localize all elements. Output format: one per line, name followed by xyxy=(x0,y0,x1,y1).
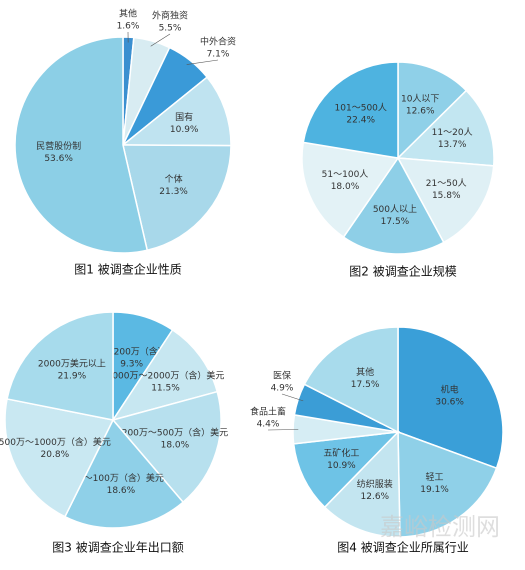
pie-slice xyxy=(63,418,185,529)
slice-value: 53.6% xyxy=(44,154,73,164)
pie-slice xyxy=(292,431,401,509)
slice-value: 10.9% xyxy=(170,125,199,135)
watermark: 嘉峪检测网 xyxy=(380,513,500,541)
slice-label: 51～100人 xyxy=(322,169,369,180)
slice-value: 12.6% xyxy=(361,492,390,502)
slice-label: 轻工 xyxy=(426,471,444,483)
slice-value: 18.0% xyxy=(161,441,190,451)
slice-value: 5.5% xyxy=(159,24,182,34)
slice-value: 17.5% xyxy=(351,380,380,390)
slice-value: 11.5% xyxy=(151,384,180,394)
slice-label: 200万～500万（含）美元 xyxy=(122,427,228,439)
slice-label: 中外合资 xyxy=(200,36,236,48)
slice-label: 500万～1000万（含）美元 xyxy=(0,436,111,448)
slice-label: 11～20人 xyxy=(432,127,473,138)
slice-value: 4.4% xyxy=(257,420,280,430)
slice-label: 其他 xyxy=(119,8,137,20)
chart-title: 图1 被调查企业性质 xyxy=(74,262,181,277)
slice-value: 7.1% xyxy=(207,50,230,60)
slice-value: 10.9% xyxy=(327,461,356,471)
pie-slice xyxy=(397,61,468,160)
pie-slice xyxy=(301,141,400,239)
pie-slice xyxy=(396,157,495,244)
slice-value: 21.9% xyxy=(58,371,87,381)
slice-value: 9.3% xyxy=(120,359,143,369)
leader-line xyxy=(267,429,299,431)
pie-slice xyxy=(122,144,232,252)
slice-label: 21～50人 xyxy=(426,178,467,189)
chart-title: 图4 被调查企业所属行业 xyxy=(337,540,468,555)
slice-label: 机电 xyxy=(441,383,459,395)
slice-value: 22.4% xyxy=(346,116,375,126)
slice-label: 医保 xyxy=(273,370,291,382)
slice-label: 0～100万（含）美元 xyxy=(78,472,164,484)
slice-label: 民营股份制 xyxy=(36,140,81,152)
pie-slice xyxy=(302,61,399,159)
slice-label: 食品土畜 xyxy=(250,406,286,418)
pie-slice xyxy=(323,430,401,538)
leader-line xyxy=(186,59,219,65)
slice-label: 10人以下 xyxy=(401,93,439,104)
slice-label: 个体 xyxy=(165,173,183,185)
pie-slice xyxy=(111,328,219,422)
pie-slice xyxy=(4,398,115,518)
chart-title: 图3 被调查企业年出口额 xyxy=(52,540,183,555)
slice-label: 外商独资 xyxy=(152,10,188,22)
pie-slice xyxy=(111,390,222,504)
pie-slice xyxy=(14,36,149,254)
pie-slice xyxy=(120,76,232,147)
slice-label: 101～500人 xyxy=(335,103,387,114)
chart-title: 图2 被调查企业规模 xyxy=(349,264,456,279)
slice-value: 1.6% xyxy=(117,22,140,32)
slice-label: 500人以上 xyxy=(373,204,417,215)
slice-label: 国有 xyxy=(175,111,193,123)
pie-slice xyxy=(303,326,399,434)
slice-label: 纺织服装 xyxy=(357,478,393,490)
slice-value: 19.1% xyxy=(420,485,449,495)
pie-slice xyxy=(397,326,504,470)
leader-line xyxy=(150,33,171,47)
slice-value: 30.6% xyxy=(435,397,464,407)
slice-value: 18.0% xyxy=(331,182,360,192)
slice-value: 18.6% xyxy=(107,486,136,496)
slice-value: 20.8% xyxy=(41,450,70,460)
slice-value: 17.5% xyxy=(381,217,410,227)
slice-value: 13.7% xyxy=(438,140,467,150)
pie-slice xyxy=(396,89,495,167)
slice-value: 15.8% xyxy=(432,191,461,201)
pie-slice xyxy=(397,430,498,538)
slice-label: 其他 xyxy=(356,366,374,378)
slice-label: 2000万美元以上 xyxy=(38,357,106,369)
pie-slice xyxy=(6,311,114,421)
slice-value: 12.6% xyxy=(406,106,435,116)
leader-line xyxy=(281,393,304,402)
slice-value: 21.3% xyxy=(159,187,188,197)
slice-label: 1000万～2000万（含）美元 xyxy=(107,370,225,382)
slice-value: 4.9% xyxy=(271,384,294,394)
slice-label: 五矿化工 xyxy=(323,447,359,459)
pie-slice xyxy=(342,156,445,255)
